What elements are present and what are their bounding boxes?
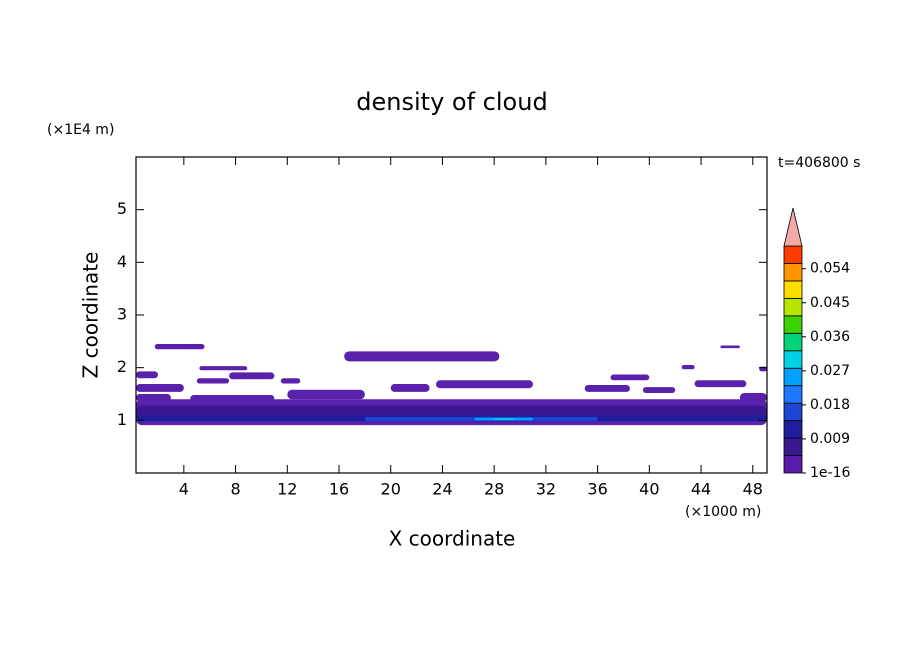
x-tick-label: 12 xyxy=(277,480,297,499)
x-tick-label: 36 xyxy=(587,480,607,499)
colorbar-tick-label: 0.045 xyxy=(810,295,850,311)
y-tick-label: 1 xyxy=(117,410,127,429)
x-tick-label: 16 xyxy=(329,480,349,499)
contour-region xyxy=(196,378,230,384)
contour-region xyxy=(199,366,248,371)
contour-region xyxy=(720,345,740,349)
contour-region xyxy=(229,372,275,380)
x-axis-label: X coordinate xyxy=(389,527,516,551)
colorbar-tick-label: 1e-16 xyxy=(810,465,850,481)
contour-region xyxy=(190,395,275,402)
contour-region xyxy=(739,392,767,402)
contour-region xyxy=(154,343,205,350)
contour-region xyxy=(344,351,500,362)
colorbar-box xyxy=(783,420,803,439)
colorbar-box xyxy=(783,332,803,352)
y-axis-label: Z coordinate xyxy=(79,252,103,379)
colorbar-tick-label: 0.018 xyxy=(810,397,850,413)
chart-title: density of cloud xyxy=(356,88,547,116)
y-tick-label: 3 xyxy=(117,305,127,324)
x-tick-label: 28 xyxy=(484,480,504,499)
colorbar-tick-label: 0.054 xyxy=(810,261,850,277)
x-unit: (×1000 m) xyxy=(685,504,761,520)
x-tick-label: 40 xyxy=(639,480,659,499)
contour-region xyxy=(610,374,650,381)
colorbar-tick-label: 0.027 xyxy=(810,363,850,379)
y-tick-label: 5 xyxy=(117,199,127,218)
plot-frame xyxy=(135,156,768,474)
time-label: t=406800 s xyxy=(778,155,860,171)
contour-region xyxy=(642,387,676,393)
contour-region xyxy=(694,380,747,388)
colorbar-box xyxy=(783,402,803,422)
x-tick-label: 24 xyxy=(432,480,452,499)
colorbar-box xyxy=(783,263,803,282)
y-tick-label: 2 xyxy=(117,357,127,376)
x-tick-label: 32 xyxy=(536,480,556,499)
colorbar-box xyxy=(783,367,803,387)
colorbar-tick-label: 0.036 xyxy=(810,329,850,345)
contour-region xyxy=(584,385,630,392)
colorbar-box xyxy=(783,385,803,404)
contour-region xyxy=(287,389,365,400)
y-tick-label: 4 xyxy=(117,252,127,271)
x-tick-label: 8 xyxy=(230,480,240,499)
x-tick-label: 4 xyxy=(179,480,189,499)
contour-region xyxy=(280,378,301,384)
colorbar-box xyxy=(783,437,803,456)
colorbar-extend xyxy=(783,207,803,247)
x-tick-label: 44 xyxy=(691,480,711,499)
x-tick-label: 48 xyxy=(743,480,763,499)
y-unit: (×1E4 m) xyxy=(47,122,114,138)
contour-region xyxy=(681,365,695,370)
colorbar-box xyxy=(783,315,803,334)
contour-region xyxy=(435,380,533,389)
contour-region xyxy=(136,383,184,392)
colorbar-box xyxy=(783,350,803,369)
contour-region xyxy=(136,394,171,402)
x-tick-label: 20 xyxy=(381,480,401,499)
contour-region xyxy=(390,383,430,392)
contour-region xyxy=(136,371,158,379)
colorbar-box xyxy=(783,297,803,317)
colorbar-tick-label: 0.009 xyxy=(810,431,850,447)
colorbar-box xyxy=(783,280,803,299)
colorbar-box xyxy=(783,455,803,474)
colorbar-box xyxy=(783,245,803,264)
contour-region xyxy=(494,418,514,420)
